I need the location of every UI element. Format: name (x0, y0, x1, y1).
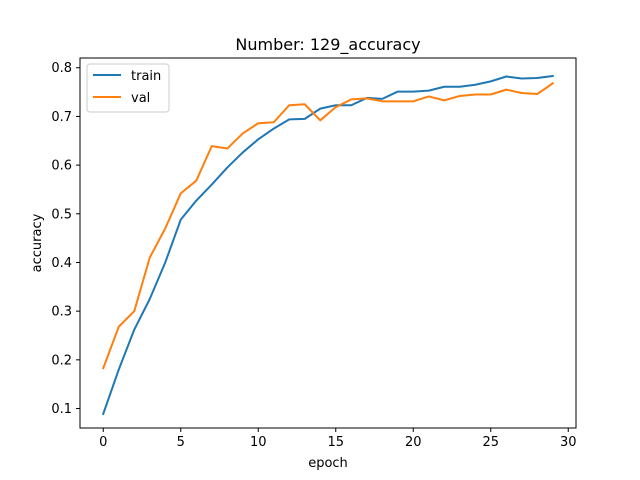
y-tick-label: 0.3 (51, 305, 72, 320)
x-tick-label: 15 (327, 435, 344, 450)
y-tick-label: 0.1 (51, 402, 72, 417)
x-tick-label: 10 (250, 435, 267, 450)
x-axis-label: epoch (308, 456, 348, 471)
x-tick-label: 25 (482, 435, 499, 450)
x-tick-label: 0 (99, 435, 107, 450)
series-line-val (101, 81, 555, 370)
chart-title: Number: 129_accuracy (235, 35, 420, 55)
y-axis-ticks: 0.1 0.2 0.3 0.4 0.5 0.6 0.7 0.8 (51, 61, 80, 417)
series-line-train (101, 74, 554, 416)
y-tick-label: 0.2 (51, 353, 72, 368)
x-tick-label: 30 (560, 435, 577, 450)
y-tick-label: 0.4 (51, 256, 72, 271)
x-axis-ticks: 0 5 10 15 20 25 30 (99, 428, 577, 450)
x-tick-label: 20 (405, 435, 422, 450)
y-axis-label: accuracy (30, 213, 45, 272)
y-tick-label: 0.7 (51, 110, 72, 125)
legend: train val (86, 63, 170, 113)
y-tick-label: 0.5 (51, 207, 72, 222)
y-tick-label: 0.6 (51, 159, 72, 174)
legend-label-train: train (131, 69, 161, 84)
plot-area (79, 57, 577, 429)
x-tick-label: 5 (177, 435, 185, 450)
series-lines (101, 74, 555, 416)
y-tick-label: 0.8 (51, 61, 72, 76)
legend-label-val: val (131, 91, 150, 106)
